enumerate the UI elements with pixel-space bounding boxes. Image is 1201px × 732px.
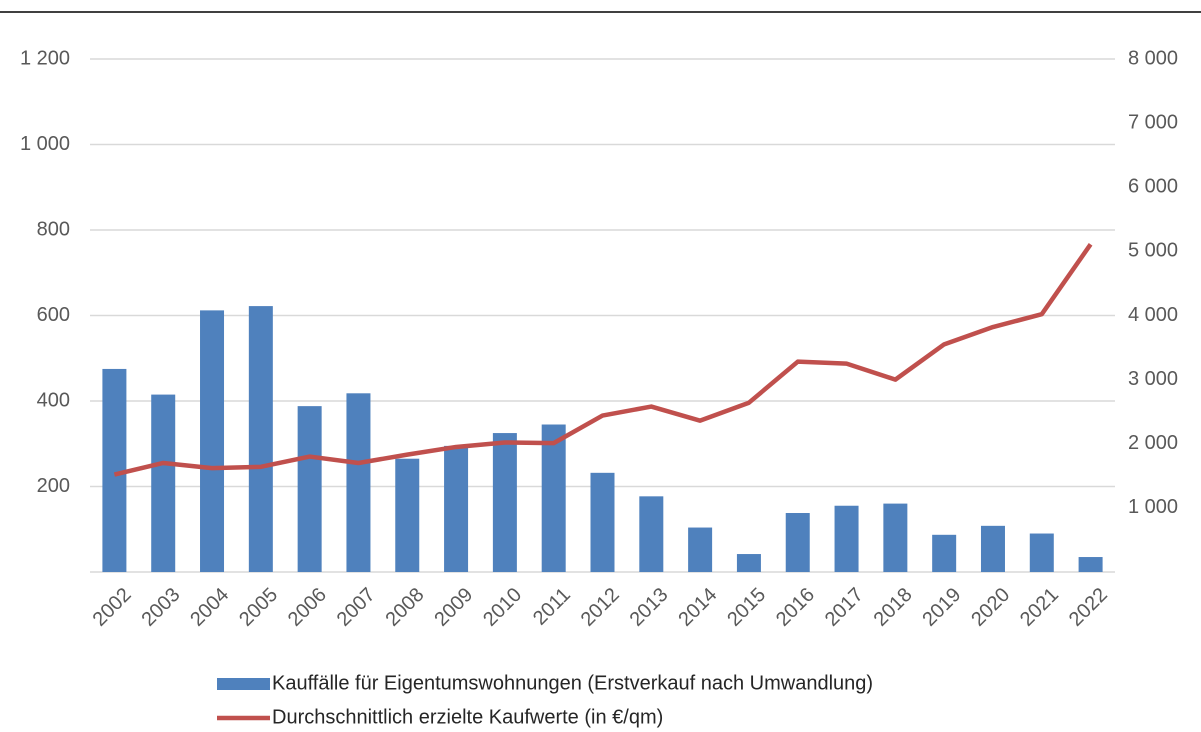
x-tick-label: 2008 — [382, 584, 429, 631]
y2-tick-label: 6 000 — [1128, 176, 1178, 198]
x-tick-label: 2003 — [137, 584, 184, 631]
bar — [346, 393, 371, 572]
bar — [1078, 557, 1103, 572]
x-tick-label: 2007 — [333, 584, 380, 631]
bar — [200, 310, 225, 572]
bar — [395, 458, 420, 572]
x-tick-label: 2017 — [821, 584, 868, 631]
x-tick-label: 2018 — [870, 584, 917, 631]
y-tick-label: 800 — [37, 218, 70, 240]
x-tick-label: 2014 — [674, 584, 721, 631]
x-tick-label: 2020 — [967, 584, 1014, 631]
line — [113, 243, 1093, 477]
y2-tick-label: 5 000 — [1128, 240, 1178, 262]
x-tick-label: 2006 — [284, 584, 331, 631]
x-tick-label: 2004 — [186, 584, 233, 631]
x-tick-label: 2012 — [577, 584, 624, 631]
bar — [980, 525, 1005, 572]
x-tick-label: 2015 — [723, 584, 770, 631]
bar — [932, 534, 957, 572]
bar — [590, 472, 615, 572]
legend-label: Kauffälle für Eigentumswohnungen (Erstve… — [272, 672, 873, 694]
x-tick-label: 2010 — [479, 584, 526, 631]
bar — [736, 554, 761, 572]
bar — [639, 496, 664, 572]
y-tick-label: 600 — [37, 304, 70, 326]
x-tick-label: 2016 — [772, 584, 819, 631]
y-tick-label: 1 200 — [20, 47, 70, 69]
x-tick-label: 2005 — [235, 584, 282, 631]
bar — [151, 394, 176, 572]
y2-tick-label: 2 000 — [1128, 432, 1178, 454]
x-tick-label: 2002 — [89, 584, 136, 631]
y-tick-label: 1 000 — [20, 133, 70, 155]
bar — [492, 433, 517, 572]
y-tick-label: 400 — [37, 389, 70, 411]
x-tick-label: 2021 — [1016, 584, 1063, 631]
legend-swatch — [217, 678, 270, 690]
bar — [785, 513, 810, 572]
bar — [688, 527, 713, 572]
y2-tick-label: 7 000 — [1128, 111, 1178, 133]
x-tick-label: 2019 — [918, 584, 965, 631]
y-tick-label: 200 — [37, 475, 70, 497]
bar — [883, 503, 908, 572]
x-tick-label: 2011 — [529, 584, 575, 630]
bar — [1029, 533, 1054, 572]
x-tick-label: 2022 — [1065, 584, 1112, 631]
y2-tick-label: 4 000 — [1128, 304, 1178, 326]
y2-tick-label: 3 000 — [1128, 368, 1178, 390]
bar — [297, 406, 322, 572]
x-tick-label: 2009 — [430, 584, 477, 631]
y2-tick-label: 1 000 — [1128, 496, 1178, 518]
bar — [444, 445, 469, 572]
legend-label: Durchschnittlich erzielte Kaufwerte (in … — [272, 706, 663, 728]
x-tick-label: 2013 — [626, 584, 673, 631]
bar — [248, 306, 273, 572]
bar — [834, 505, 859, 572]
bar — [541, 424, 566, 572]
y2-tick-label: 8 000 — [1128, 47, 1178, 69]
